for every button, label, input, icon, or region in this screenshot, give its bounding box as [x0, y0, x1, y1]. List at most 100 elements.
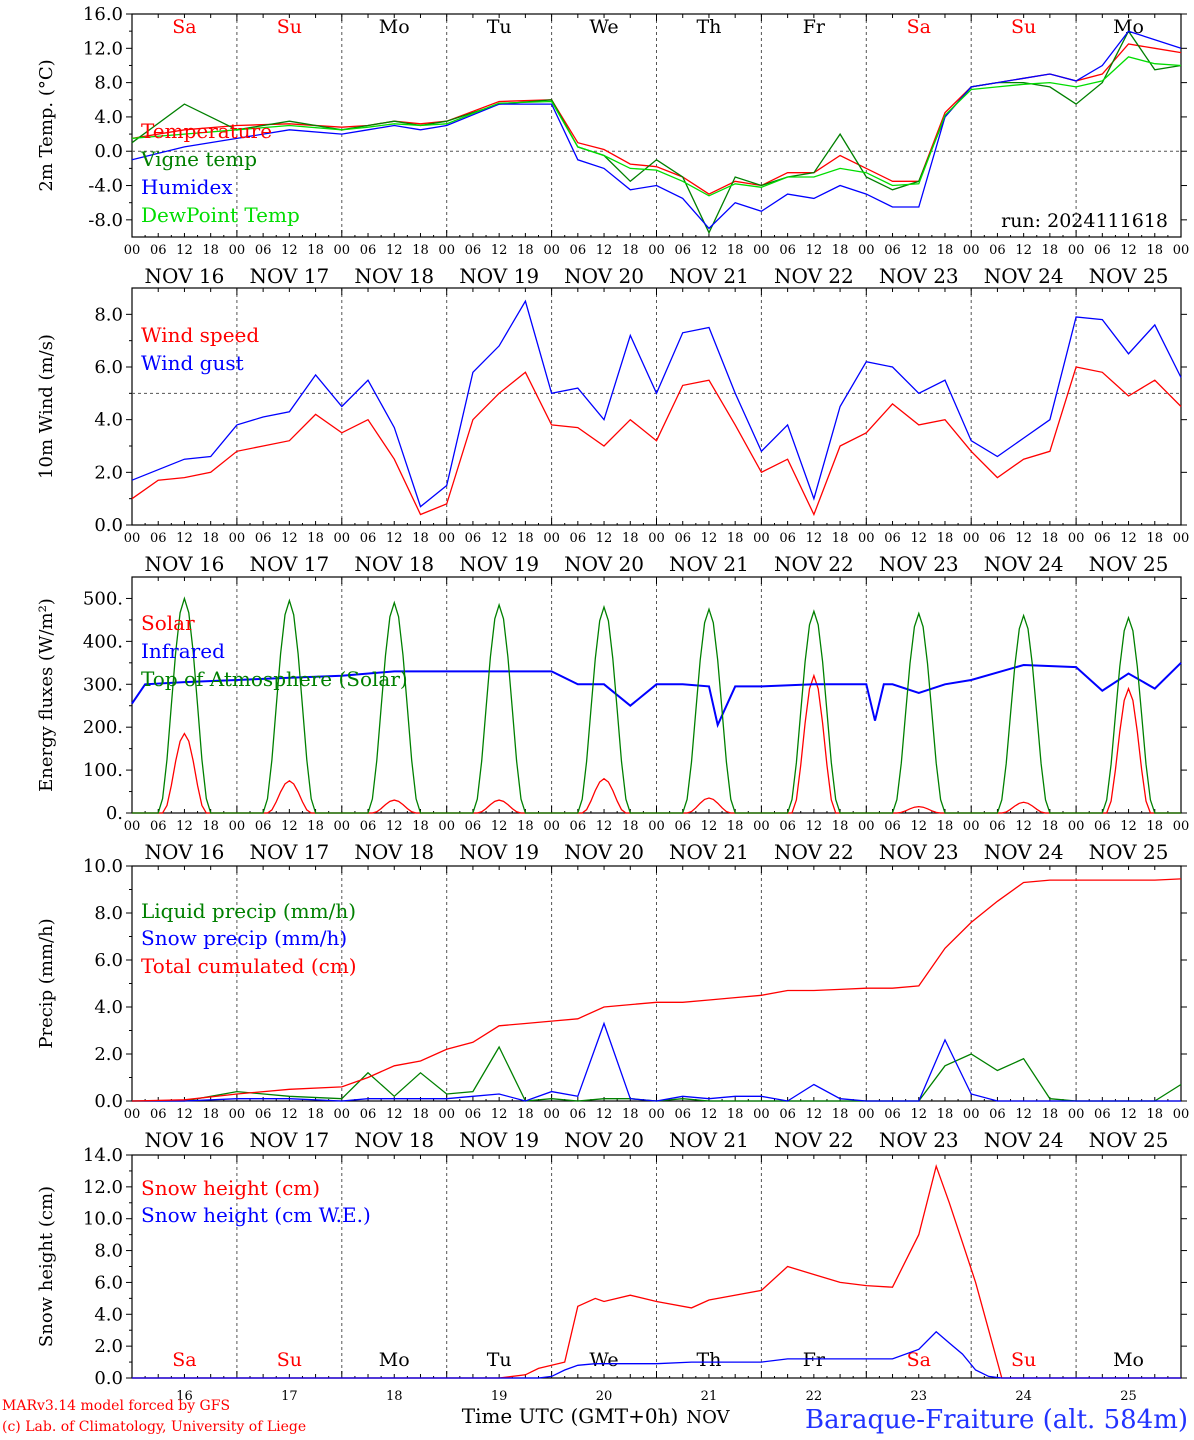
y-tick-label: 4.0	[94, 410, 123, 431]
hour-tick-label: 06	[674, 1107, 691, 1122]
hour-tick-label: 00	[648, 1107, 665, 1122]
date-label: NOV 25	[1089, 1128, 1169, 1152]
series-line-2	[131, 299, 1182, 508]
hour-tick-label: 12	[1120, 819, 1137, 834]
hour-tick-label: 00	[858, 1107, 875, 1122]
hour-tick-label: 18	[937, 1107, 954, 1122]
y-tick-label: 2.0	[94, 1044, 123, 1065]
hour-tick-label: 06	[884, 531, 901, 546]
legend-entry: Wind speed	[141, 323, 259, 347]
hour-tick-label: 00	[1068, 819, 1085, 834]
legend-entry: Snow height (cm W.E.)	[141, 1203, 371, 1227]
y-tick-label: 2.0	[94, 1336, 123, 1357]
date-label: NOV 19	[459, 552, 539, 576]
y-tick-label: 4.0	[94, 1304, 123, 1325]
date-label: NOV 23	[879, 840, 959, 864]
hour-tick-label: 12	[1120, 1107, 1137, 1122]
date-label: NOV 21	[669, 264, 749, 288]
hour-tick-label: 00	[963, 819, 980, 834]
hour-tick-label: 18	[622, 531, 639, 546]
hour-tick-label: 18	[832, 1107, 849, 1122]
hour-tick-label: 18	[832, 819, 849, 834]
date-label: NOV 17	[249, 552, 329, 576]
hour-tick-label: 06	[674, 819, 691, 834]
hour-tick-label: 06	[989, 1107, 1006, 1122]
date-label: NOV 17	[249, 264, 329, 288]
hour-tick-label: 12	[386, 243, 403, 258]
hour-tick-label: 18	[517, 819, 534, 834]
legend-entry: Wind gust	[141, 351, 244, 375]
hour-tick-label: 06	[360, 1107, 377, 1122]
hour-tick-label: 06	[779, 1107, 796, 1122]
y-tick-label: 6.0	[94, 1272, 123, 1293]
hour-tick-label: 06	[150, 819, 167, 834]
y-tick-label: 500.	[83, 588, 123, 609]
hour-tick-label: 18	[517, 243, 534, 258]
hour-tick-label: 06	[1094, 819, 1111, 834]
hour-tick-label: 12	[701, 1107, 718, 1122]
hour-tick-label: 12	[596, 243, 613, 258]
hour-tick-label: 12	[701, 531, 718, 546]
day-number-label: 16	[176, 1389, 193, 1404]
y-axis-label: Energy fluxes (W/m²)	[36, 598, 57, 792]
series-line-2	[132, 1330, 1181, 1379]
hour-tick-label: 06	[255, 243, 272, 258]
day-number-label: 19	[491, 1389, 508, 1404]
series-line-1	[132, 1163, 1181, 1379]
y-tick-label: 6.0	[94, 950, 123, 971]
hour-tick-label: 12	[176, 819, 193, 834]
hour-tick-label: 18	[307, 243, 324, 258]
y-tick-label: 14.0	[83, 1145, 123, 1166]
hour-tick-label: 00	[1068, 1107, 1085, 1122]
hour-tick-label: 18	[1147, 1107, 1164, 1122]
legend-entry: Solar	[141, 611, 195, 635]
hour-tick-label: 00	[438, 531, 455, 546]
y-tick-label: -8.0	[88, 210, 123, 231]
hour-tick-label: 12	[910, 819, 927, 834]
date-label: NOV 20	[564, 1128, 644, 1152]
legend-entry: Temperature	[141, 119, 272, 143]
hour-tick-label: 06	[884, 1107, 901, 1122]
hour-tick-label: 12	[596, 819, 613, 834]
plot-frame	[131, 287, 1182, 526]
legend-entry: Vigne temp	[140, 147, 257, 171]
weekday-label: Fr	[803, 1349, 826, 1371]
hour-tick-label: 12	[491, 1107, 508, 1122]
date-label: NOV 18	[354, 552, 434, 576]
hour-tick-label: 00	[963, 1107, 980, 1122]
date-label: NOV 22	[774, 1128, 854, 1152]
hour-tick-label: 18	[412, 243, 429, 258]
weekday-label: Sa	[907, 16, 931, 38]
hour-tick-label: 06	[779, 819, 796, 834]
hour-tick-label: 12	[910, 243, 927, 258]
hour-tick-label: 18	[202, 243, 219, 258]
day-number-label: 24	[1015, 1389, 1032, 1404]
date-label: NOV 16	[145, 552, 225, 576]
chart-panel-5: 0.0 2.0 4.0 6.0 8.0 10.0 12.0 14.0 Snow height (…	[36, 1145, 1187, 1404]
day-number-label: 20	[596, 1389, 613, 1404]
series-line-3	[132, 596, 1181, 814]
hour-tick-label: 12	[596, 1107, 613, 1122]
series-line-2	[131, 662, 1182, 729]
hour-tick-label: 12	[806, 1107, 823, 1122]
date-label: NOV 22	[774, 840, 854, 864]
hour-tick-label: 18	[412, 819, 429, 834]
series-line-4	[131, 56, 1182, 197]
date-label: NOV 18	[354, 264, 434, 288]
series-line-1	[132, 1045, 1182, 1102]
chart-panel-4: 0.0 2.0 4.0 6.0 8.0 10.0 Precip (mm/h) 00 06 12 18…	[36, 856, 1189, 1152]
weekday-label: Tu	[487, 1349, 512, 1371]
hour-tick-label: 00	[229, 531, 246, 546]
hour-tick-label: 12	[386, 531, 403, 546]
hour-tick-label: 06	[255, 1107, 272, 1122]
series-line-1	[131, 366, 1182, 517]
y-tick-label: -4.0	[88, 176, 123, 197]
hour-tick-label: 00	[1173, 243, 1190, 258]
hour-tick-label: 12	[281, 1107, 298, 1122]
hour-tick-label: 00	[543, 243, 560, 258]
day-number-label: 23	[910, 1389, 927, 1404]
hour-tick-label: 06	[1094, 531, 1111, 546]
y-tick-label: 10.0	[83, 856, 123, 877]
day-number-label: 21	[701, 1389, 718, 1404]
date-label: NOV 19	[459, 1128, 539, 1152]
